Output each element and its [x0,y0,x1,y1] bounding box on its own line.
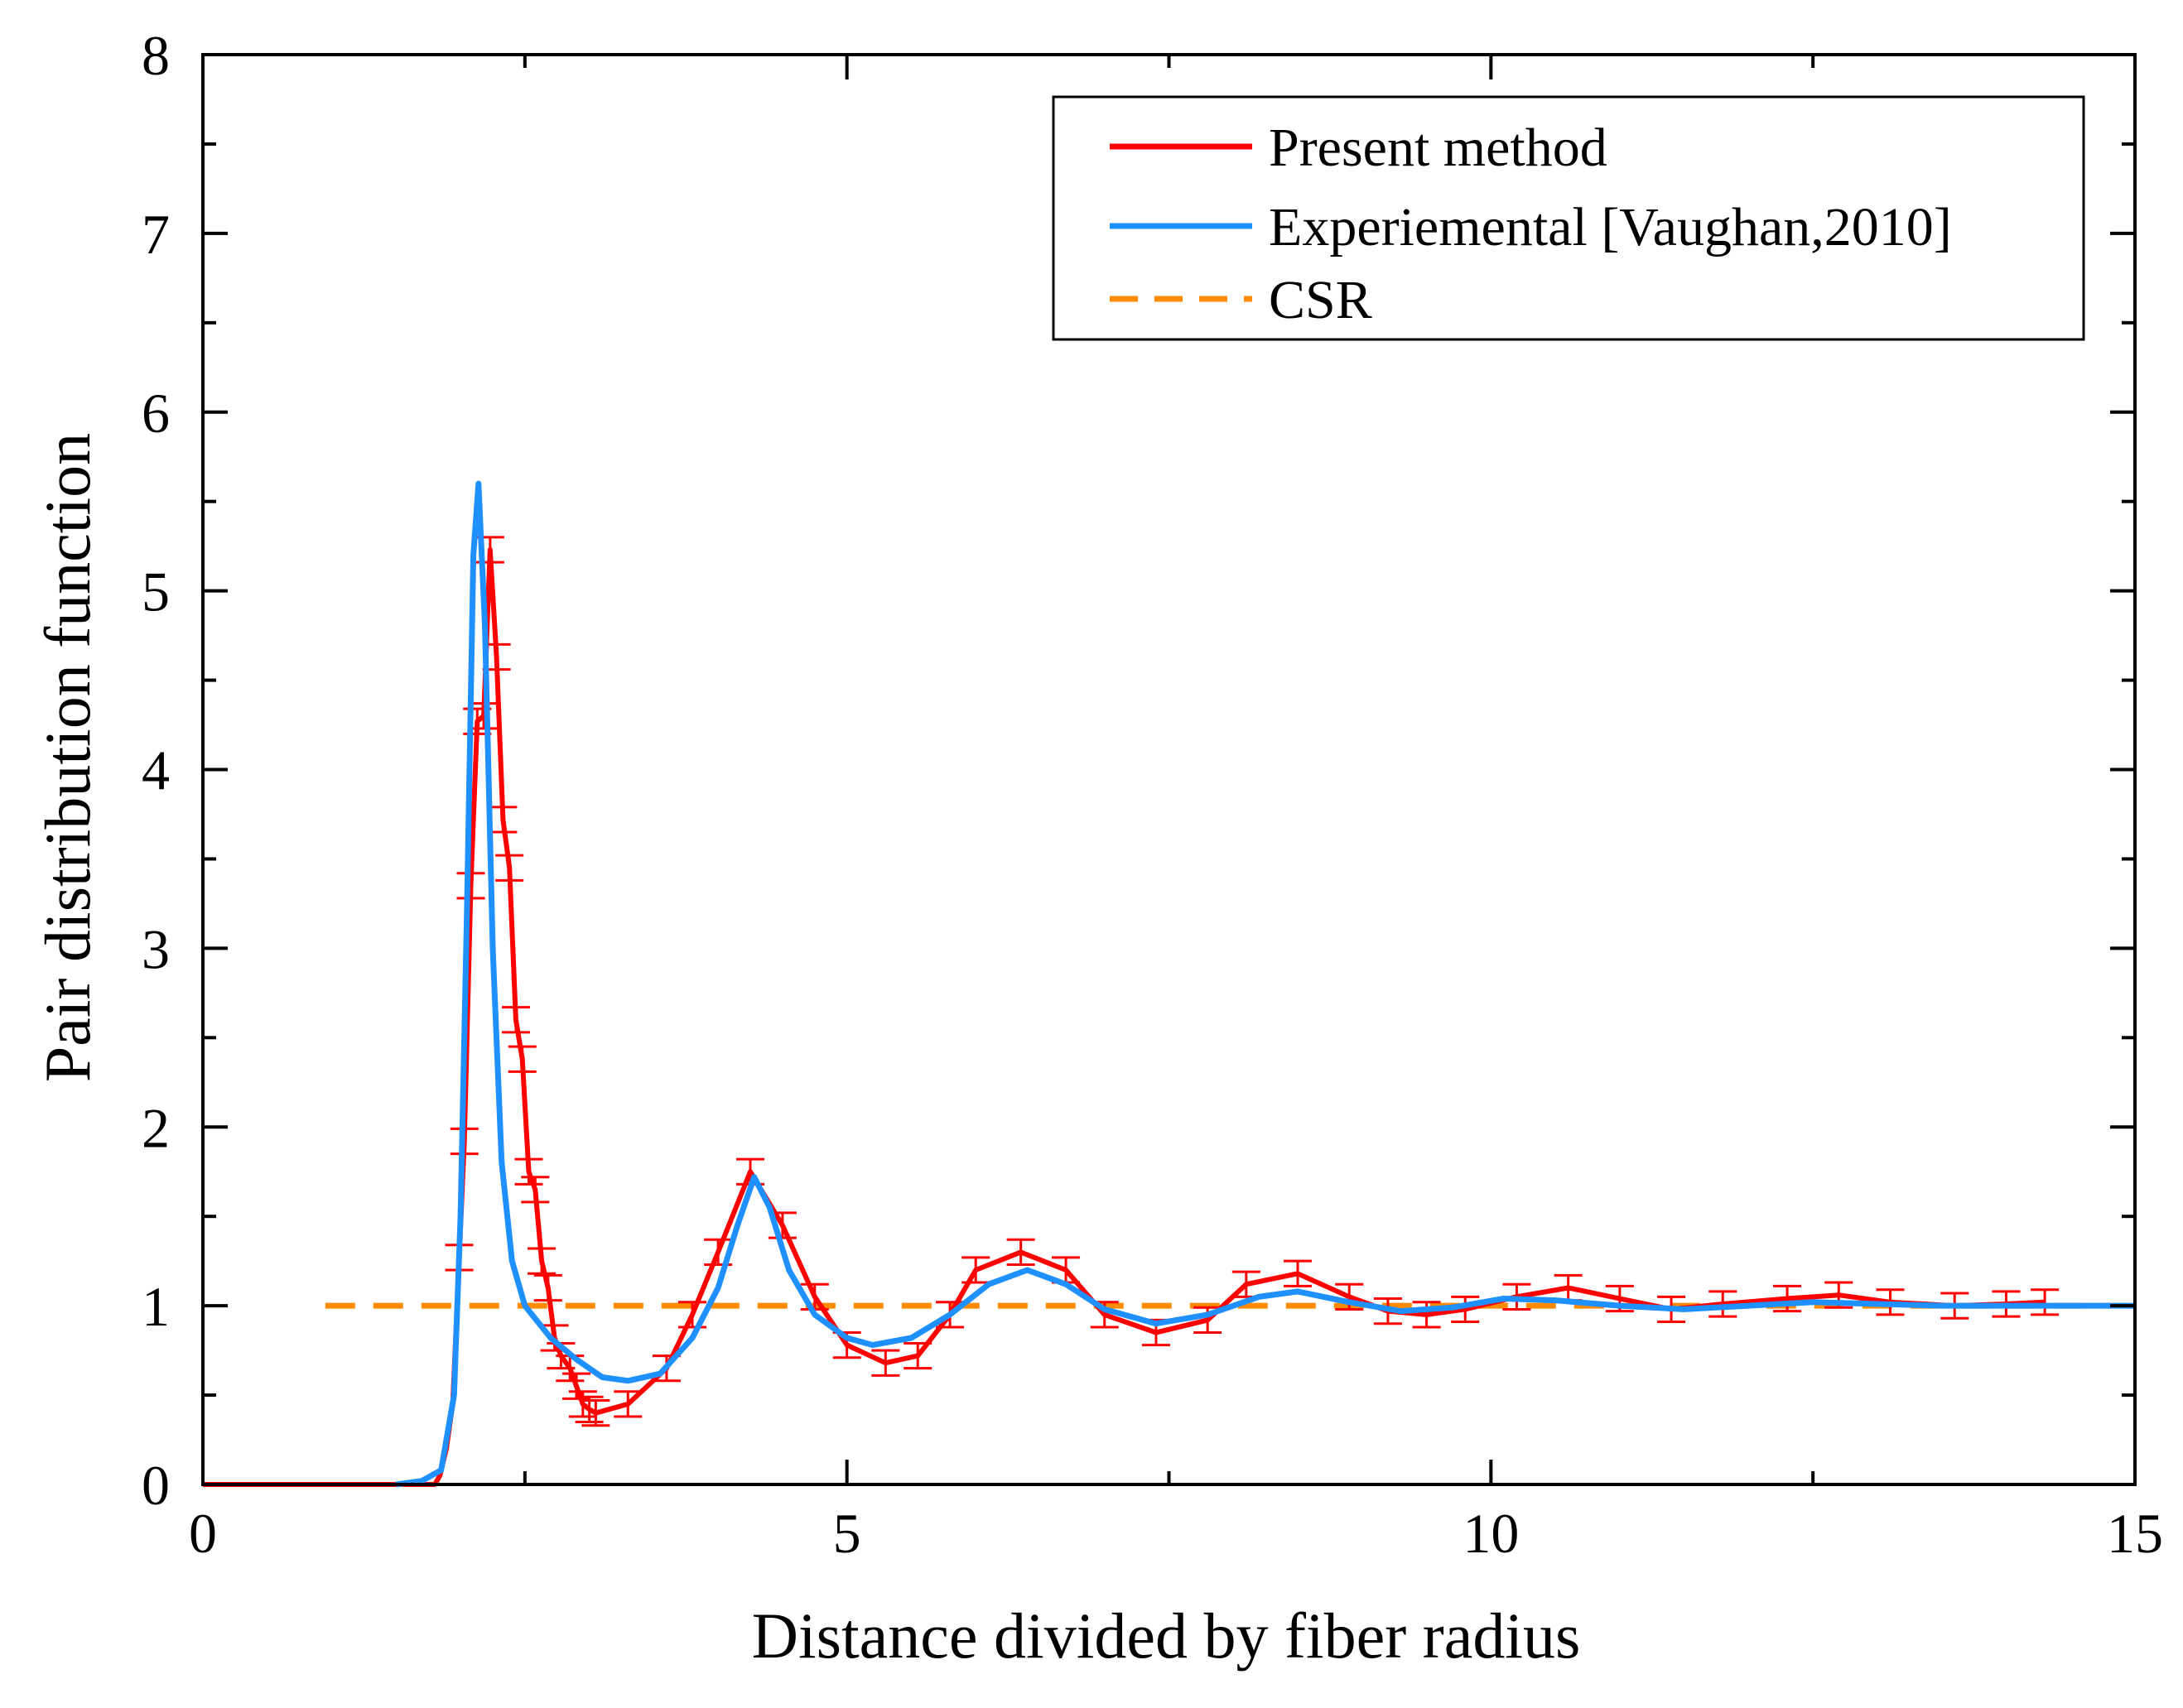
y-tick-label: 5 [142,561,170,623]
series-layer [203,480,2135,1488]
x-tick-label: 15 [2107,1502,2163,1565]
y-tick-label: 0 [142,1454,170,1517]
y-tick-label: 2 [142,1096,170,1159]
y-tick-label: 1 [142,1275,170,1338]
y-tick-label: 3 [142,917,170,980]
x-axis-title: Distance divided by fiber radius [752,1600,1581,1672]
y-tick-label: 6 [142,382,170,445]
y-tick-label: 4 [142,739,170,802]
experimental-line [395,480,2135,1488]
legend-label-experimental: Experiemental [Vaughan,2010] [1269,197,1952,257]
y-tick-label: 8 [142,24,170,87]
y-axis-title: Pair distribution function [31,433,104,1082]
axes-layer: 0 5 10 15 0 1 2 3 4 5 6 7 8 [142,24,2163,1565]
x-tick-label: 0 [189,1502,217,1565]
x-tick-label: 5 [833,1502,861,1565]
legend-label-present-method: Present method [1269,118,1607,178]
legend: Present method Experiemental [Vaughan,20… [1052,95,2085,341]
y-tick-label: 7 [142,203,170,266]
x-tick-label: 10 [1463,1502,1519,1565]
legend-label-csr: CSR [1269,270,1372,330]
error-bar [2031,1288,2060,1316]
